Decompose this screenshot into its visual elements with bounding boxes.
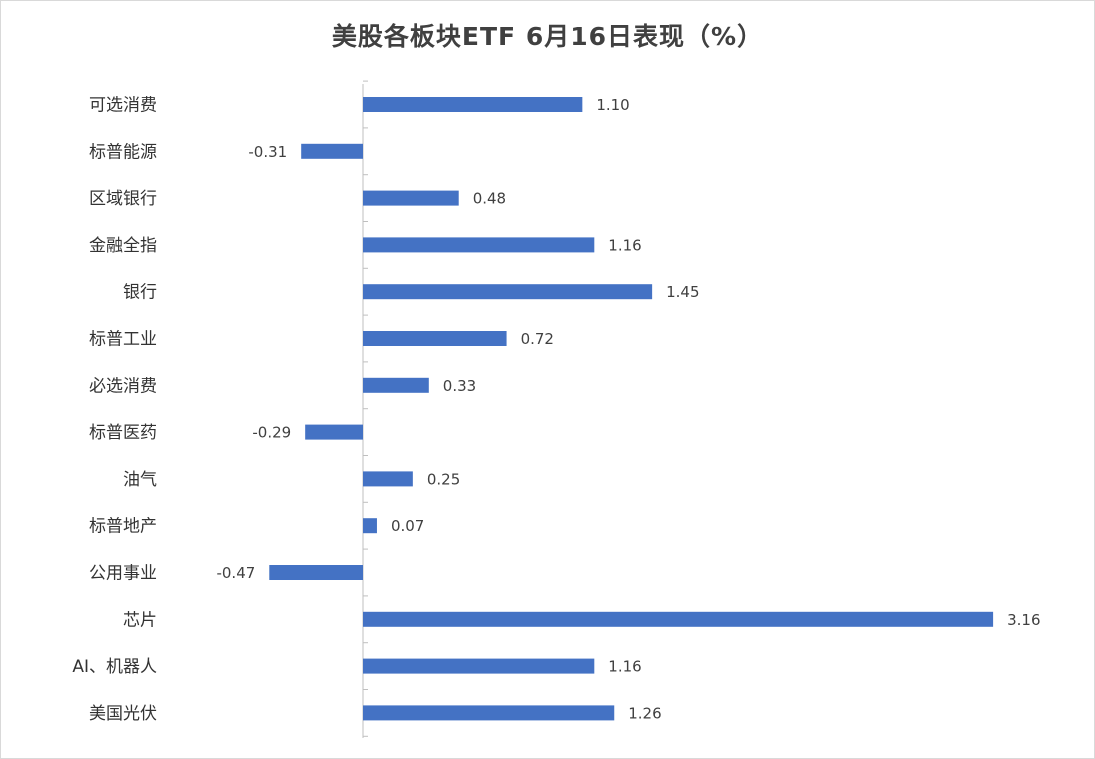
data-label: 0.48 (473, 190, 506, 208)
category-label: 标普工业 (89, 330, 157, 350)
bar (363, 331, 507, 346)
data-label: 1.26 (628, 704, 661, 722)
bar (363, 658, 595, 674)
category-label: 标普医药 (89, 423, 157, 443)
category-label: 必选消费 (89, 376, 157, 396)
category-label: 标普地产 (89, 517, 157, 537)
chart-title: 美股各板块ETF 6月16日表现（%） (331, 22, 764, 51)
category-label: 区域银行 (89, 189, 157, 209)
bar (363, 611, 994, 627)
bar (363, 377, 429, 393)
data-label: -0.31 (248, 143, 287, 161)
bar (301, 143, 363, 159)
category-label: 公用事业 (89, 564, 157, 584)
bar (363, 97, 583, 112)
category-label: AI、机器人 (72, 657, 157, 677)
data-label: 0.72 (521, 330, 554, 348)
category-label: 芯片 (123, 610, 157, 630)
data-label: -0.47 (216, 564, 255, 582)
bar (363, 705, 615, 721)
category-label: 可选消费 (89, 96, 157, 116)
category-label: 标普能源 (89, 142, 157, 162)
category-label: 银行 (123, 283, 157, 303)
data-label: 3.16 (1007, 611, 1040, 629)
data-label: 0.07 (391, 517, 424, 535)
data-label: 1.45 (666, 283, 699, 301)
category-label: 金融全指 (89, 236, 157, 256)
data-label: 1.16 (608, 236, 641, 254)
bar (363, 471, 413, 487)
data-label: 0.25 (427, 470, 460, 488)
data-label: 1.10 (596, 96, 629, 114)
data-label: 1.16 (608, 658, 641, 676)
bar (363, 237, 595, 253)
bar (305, 424, 363, 440)
category-label: 美国光伏 (89, 704, 157, 724)
bar (363, 190, 459, 206)
data-label: 0.33 (443, 377, 476, 395)
bar (269, 565, 363, 580)
data-label: -0.29 (252, 424, 291, 442)
bar (363, 518, 377, 534)
category-label: 油气 (123, 470, 157, 490)
bar (363, 284, 653, 300)
